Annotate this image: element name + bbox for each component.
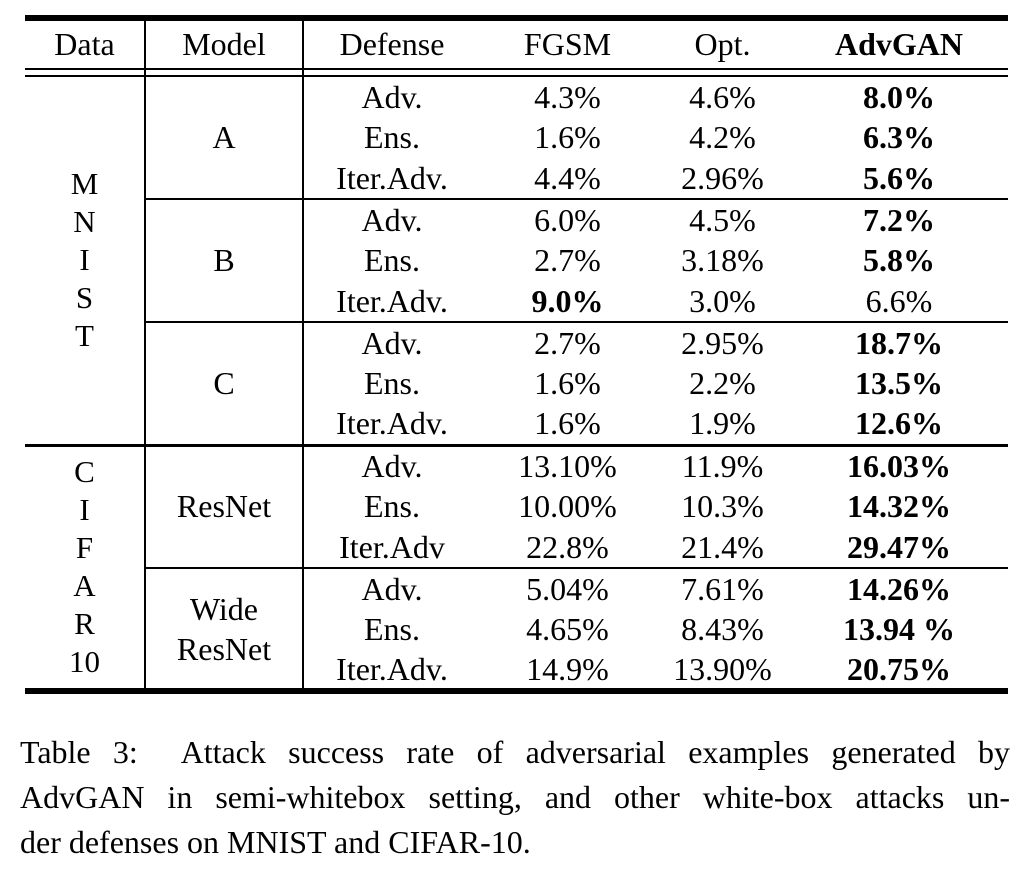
header-model: Model xyxy=(145,18,304,70)
table-row: Ens. 2.7% 3.18% 5.8% xyxy=(25,240,1008,281)
opt-cell: 4.5% xyxy=(655,198,790,240)
caption-line: Table 3: Attack success rate of adversar… xyxy=(20,734,1010,770)
table-row: Iter.Adv. 9.0% 3.0% 6.6% xyxy=(25,281,1008,322)
fgsm-cell: 1.6% xyxy=(534,365,601,402)
table-row: Ens. 1.6% 2.2% 13.5% xyxy=(25,363,1008,404)
table-row: Wide ResNet Adv. 5.04% 7.61% 14.26% xyxy=(25,567,1008,691)
opt-cell: 1.9% xyxy=(689,405,756,442)
table-row: Iter.Adv 22.8% 21.4% 29.47% xyxy=(25,527,1008,568)
fgsm-cell: 1.6% xyxy=(534,119,601,156)
table-row: B Adv. 6.0% 4.5% 7.2% xyxy=(25,198,1008,322)
fgsm-cell: 4.4% xyxy=(534,159,601,196)
defense-cell: Adv. xyxy=(303,321,480,363)
fgsm-cell: 14.9% xyxy=(526,650,609,687)
defense-cell: Iter.Adv. xyxy=(336,650,448,687)
header-row: Data Model Defense FGSM Opt. AdvGAN xyxy=(25,18,1008,70)
advgan-cell: 12.6% xyxy=(855,405,943,442)
caption-line: AdvGAN in semi-whitebox setting, and oth… xyxy=(20,779,1010,815)
data-group-cifar10: C I F A R 10 xyxy=(25,443,146,691)
header-fgsm: FGSM xyxy=(480,18,655,70)
table-caption: Table 3: Attack success rate of adversar… xyxy=(20,730,1010,865)
defense-cell: Iter.Adv xyxy=(339,528,445,565)
table-row: Ens. 1.6% 4.2% 6.3% xyxy=(25,117,1008,158)
fgsm-cell: 10.00% xyxy=(518,488,617,525)
advgan-cell: 5.6% xyxy=(863,159,935,196)
fgsm-cell: 4.3% xyxy=(534,78,601,115)
defense-cell: Ens. xyxy=(364,119,420,156)
advgan-cell: 14.32% xyxy=(847,488,951,525)
results-table: Data Model Defense FGSM Opt. AdvGAN M N … xyxy=(25,15,1008,694)
defense-cell: Adv. xyxy=(303,567,480,609)
advgan-cell: 5.8% xyxy=(863,242,935,279)
table-row: M N I S T A Adv. 4.3% 4.6% 8.0% xyxy=(25,76,1008,445)
fgsm-cell: 9.0% xyxy=(531,282,604,319)
model-b: B xyxy=(145,198,304,322)
advgan-cell: 8.0% xyxy=(863,78,935,115)
table-row: C I F A R 10 ResNet Adv. 13.10% 11.9% 16… xyxy=(25,443,1008,691)
opt-cell: 8.43% xyxy=(681,611,764,648)
table-row: Iter.Adv. 14.9% 13.90% 20.75% xyxy=(25,650,1008,691)
caption-line: der defenses on MNIST and CIFAR-10. xyxy=(20,824,531,860)
advgan-cell: 13.5% xyxy=(855,365,943,402)
fgsm-cell: 5.04% xyxy=(480,567,655,609)
defense-cell: Iter.Adv. xyxy=(336,282,448,319)
opt-cell: 10.3% xyxy=(681,488,764,525)
defense-cell: Iter.Adv. xyxy=(336,159,448,196)
defense-cell: Ens. xyxy=(364,488,420,525)
opt-cell: 21.4% xyxy=(681,528,764,565)
table-row: Iter.Adv. 4.4% 2.96% 5.6% xyxy=(25,158,1008,199)
defense-cell: Ens. xyxy=(364,365,420,402)
data-group-mnist: M N I S T xyxy=(25,76,146,445)
header-opt: Opt. xyxy=(655,18,790,70)
opt-cell: 13.90% xyxy=(673,650,772,687)
advgan-cell: 6.6% xyxy=(865,282,933,319)
opt-cell: 2.96% xyxy=(681,159,764,196)
advgan-cell: 18.7% xyxy=(790,321,1008,363)
fgsm-cell: 2.7% xyxy=(534,242,601,279)
advgan-cell: 29.47% xyxy=(847,528,951,565)
header-double-rule xyxy=(25,69,1008,77)
table-row: Ens. 4.65% 8.43% 13.94 % xyxy=(25,609,1008,650)
opt-cell: 2.95% xyxy=(655,321,790,363)
header-data: Data xyxy=(25,18,146,70)
table-row: C Adv. 2.7% 2.95% 18.7% xyxy=(25,321,1008,445)
advgan-cell: 14.26% xyxy=(790,567,1008,609)
fgsm-cell: 13.10% xyxy=(480,443,655,486)
fgsm-cell: 1.6% xyxy=(534,405,601,442)
fgsm-cell: 4.65% xyxy=(526,611,609,648)
opt-cell: 4.2% xyxy=(689,119,756,156)
advgan-cell: 6.3% xyxy=(863,119,935,156)
defense-cell: Adv. xyxy=(361,78,423,115)
fgsm-cell: 6.0% xyxy=(480,198,655,240)
opt-cell: 3.18% xyxy=(681,242,764,279)
model-a: A xyxy=(145,76,304,199)
model-wide-resnet: Wide ResNet xyxy=(145,567,304,691)
fgsm-cell: 2.7% xyxy=(480,321,655,363)
model-c: C xyxy=(145,321,304,445)
header-advgan: AdvGAN xyxy=(790,18,1008,70)
header-defense: Defense xyxy=(303,18,480,70)
opt-cell: 3.0% xyxy=(689,282,756,319)
model-resnet: ResNet xyxy=(145,443,304,568)
opt-cell: 11.9% xyxy=(655,443,790,486)
defense-cell: Adv. xyxy=(303,443,480,486)
table-row: Ens. 10.00% 10.3% 14.32% xyxy=(25,486,1008,527)
advgan-cell: 16.03% xyxy=(790,443,1008,486)
advgan-cell: 7.2% xyxy=(790,198,1008,240)
defense-cell: Adv. xyxy=(303,198,480,240)
table-row: Iter.Adv. 1.6% 1.9% 12.6% xyxy=(25,404,1008,445)
fgsm-cell: 22.8% xyxy=(526,528,609,565)
advgan-cell: 13.94 % xyxy=(843,611,955,648)
advgan-cell: 20.75% xyxy=(847,650,951,687)
defense-cell: Ens. xyxy=(364,611,420,648)
opt-cell: 4.6% xyxy=(689,78,756,115)
opt-cell: 7.61% xyxy=(655,567,790,609)
defense-cell: Ens. xyxy=(364,242,420,279)
opt-cell: 2.2% xyxy=(689,365,756,402)
defense-cell: Iter.Adv. xyxy=(336,405,448,442)
